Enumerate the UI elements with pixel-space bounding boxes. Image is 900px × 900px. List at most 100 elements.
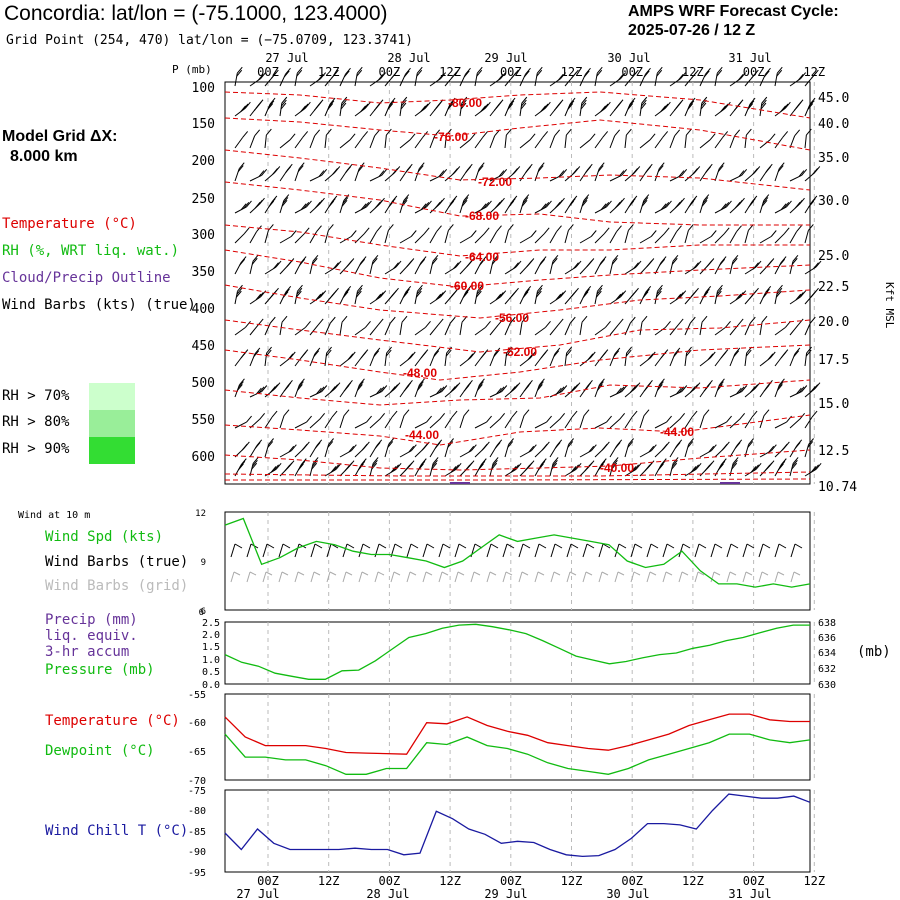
pressure-tick: 632	[818, 664, 836, 675]
wind-barb-flag	[784, 101, 791, 109]
wind-barb-flag	[439, 412, 446, 420]
wind-barb-flag	[417, 384, 423, 391]
wind-barb-flag	[617, 318, 624, 326]
wind-barb-flag	[273, 262, 279, 270]
wind-barb-flag	[782, 131, 789, 138]
wind-barb-flag	[268, 200, 275, 208]
wind-barb-flag	[402, 291, 409, 299]
wind-speed-label: Wind Spd (kts)	[45, 529, 164, 545]
wind-barb-flag	[701, 315, 708, 323]
wind-barb-flag	[720, 256, 727, 263]
wind-barb-flag	[243, 227, 250, 235]
surface-wind-barb-flag	[554, 543, 563, 549]
wind-barb-flag	[761, 96, 768, 104]
pressure-tick-label: 100	[192, 81, 215, 96]
wind-barb-staff	[534, 291, 538, 305]
wind-barb-flag	[420, 105, 426, 113]
grid-wind-barb-flag	[441, 571, 449, 576]
wind-barb-flag	[303, 201, 310, 209]
pressure-tick-label: 500	[192, 376, 215, 391]
wind-barb-staff	[279, 236, 292, 244]
wind-barb-flag	[614, 442, 621, 449]
wind-barb-flag	[778, 381, 784, 388]
wind-barb-flag	[777, 165, 784, 172]
wind-barb-staff	[369, 135, 376, 149]
wind-barb-staff	[309, 418, 320, 429]
wind-barb-flag	[585, 285, 592, 293]
surface-wind-barb-flag	[746, 543, 755, 549]
wind-barb-flag	[508, 100, 515, 108]
wind-barb-staff	[639, 139, 651, 149]
wind-barb-flag	[705, 67, 711, 75]
wind-barb-flag	[381, 168, 388, 176]
wind-barb-flag	[499, 412, 506, 420]
wind-barb-flag	[448, 100, 455, 108]
wind-barb-flag	[432, 459, 438, 467]
wind-barb-staff	[474, 73, 478, 87]
surface-wind-barb	[294, 543, 300, 558]
surface-wind-barb	[486, 543, 492, 558]
wind-barb-flag	[493, 104, 500, 111]
wind-barb-flag	[389, 316, 396, 324]
wind-barb-flag	[731, 462, 738, 470]
grid-wind-barb-flag	[521, 571, 529, 576]
wind-barb-flag	[596, 69, 603, 77]
wind-barb-flag	[617, 292, 624, 299]
wind-barb-flag	[256, 225, 262, 233]
wind-barb-flag	[316, 225, 322, 233]
wind-barb-flag	[470, 230, 477, 237]
wind-barb-flag	[485, 321, 491, 328]
wind-barb-flag	[661, 443, 668, 451]
wind-barb-flag	[421, 443, 428, 451]
wind-barb-flag	[663, 227, 670, 235]
wind-barb-flag	[685, 349, 692, 357]
surface-wind-barb	[438, 543, 444, 558]
dewpoint-label: Dewpoint (°C)	[45, 743, 155, 759]
wind-barb-flag	[344, 464, 351, 472]
wind-barb-staff	[549, 324, 559, 336]
wind-barb-flag	[703, 384, 710, 392]
wind-barb-flag	[275, 260, 282, 268]
wind-barb-flag	[600, 105, 606, 113]
wind-barb-flag	[585, 67, 591, 75]
wind-barb-flag	[779, 258, 786, 266]
wind-barb-staff	[249, 324, 259, 336]
wind-barb-flag	[469, 351, 476, 359]
wind-barb-flag	[600, 256, 607, 263]
wind-barb-flag	[732, 255, 739, 262]
legend-rh90-label: RH > 90%	[2, 441, 70, 457]
wind-barb-flag	[685, 128, 692, 136]
wind-barb-flag	[480, 105, 486, 113]
wind-barb-flag	[320, 72, 327, 79]
wind-barb-staff	[549, 418, 560, 429]
wind-barb-flag	[662, 131, 669, 138]
wind-barb-flag	[290, 444, 297, 452]
wind-barb-flag	[583, 70, 590, 78]
wind-barb-flag	[265, 349, 272, 357]
top-date-label: 31 Jul	[728, 51, 771, 65]
wind-barb-flag	[672, 459, 678, 467]
wind-barb-flag	[492, 459, 498, 467]
bottom-time-tick: 12Z	[318, 874, 340, 888]
wind-barb-flag	[506, 346, 512, 354]
wind-barb-flag	[583, 288, 590, 296]
wind-barb-staff	[579, 236, 592, 244]
surface-wind-barb-flag	[522, 543, 531, 549]
wind-barb-flag	[380, 72, 387, 79]
bottom-time-tick: 00Z	[743, 874, 765, 888]
pressure-tick-label: 200	[192, 154, 215, 169]
wind-barb-flag	[598, 463, 604, 471]
wind-barb-flag	[463, 194, 470, 201]
wind-barb-flag	[298, 381, 304, 388]
wind-barb-flag	[374, 442, 381, 449]
grid-wind-barb	[694, 571, 699, 583]
wind-barb-staff	[474, 137, 484, 149]
wind-barb-flag	[315, 293, 322, 301]
wind-barb-staff	[474, 233, 485, 244]
wind-barb-staff	[519, 415, 525, 429]
grid-wind-barb-flag	[665, 571, 673, 576]
wind-barb-staff	[474, 291, 478, 305]
wind-barb-flag	[812, 384, 819, 391]
grid-wind-barb-flag	[697, 571, 705, 576]
wind-barb-staff	[609, 324, 619, 336]
